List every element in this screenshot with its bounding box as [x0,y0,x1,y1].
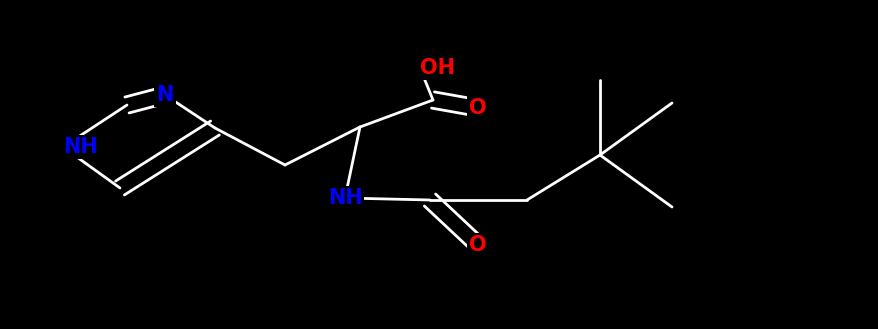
Text: O: O [469,98,486,118]
Text: N: N [156,85,174,105]
Text: O: O [469,235,486,255]
Text: NH: NH [327,188,362,208]
Text: OH: OH [420,58,455,78]
Text: NH: NH [63,137,97,157]
